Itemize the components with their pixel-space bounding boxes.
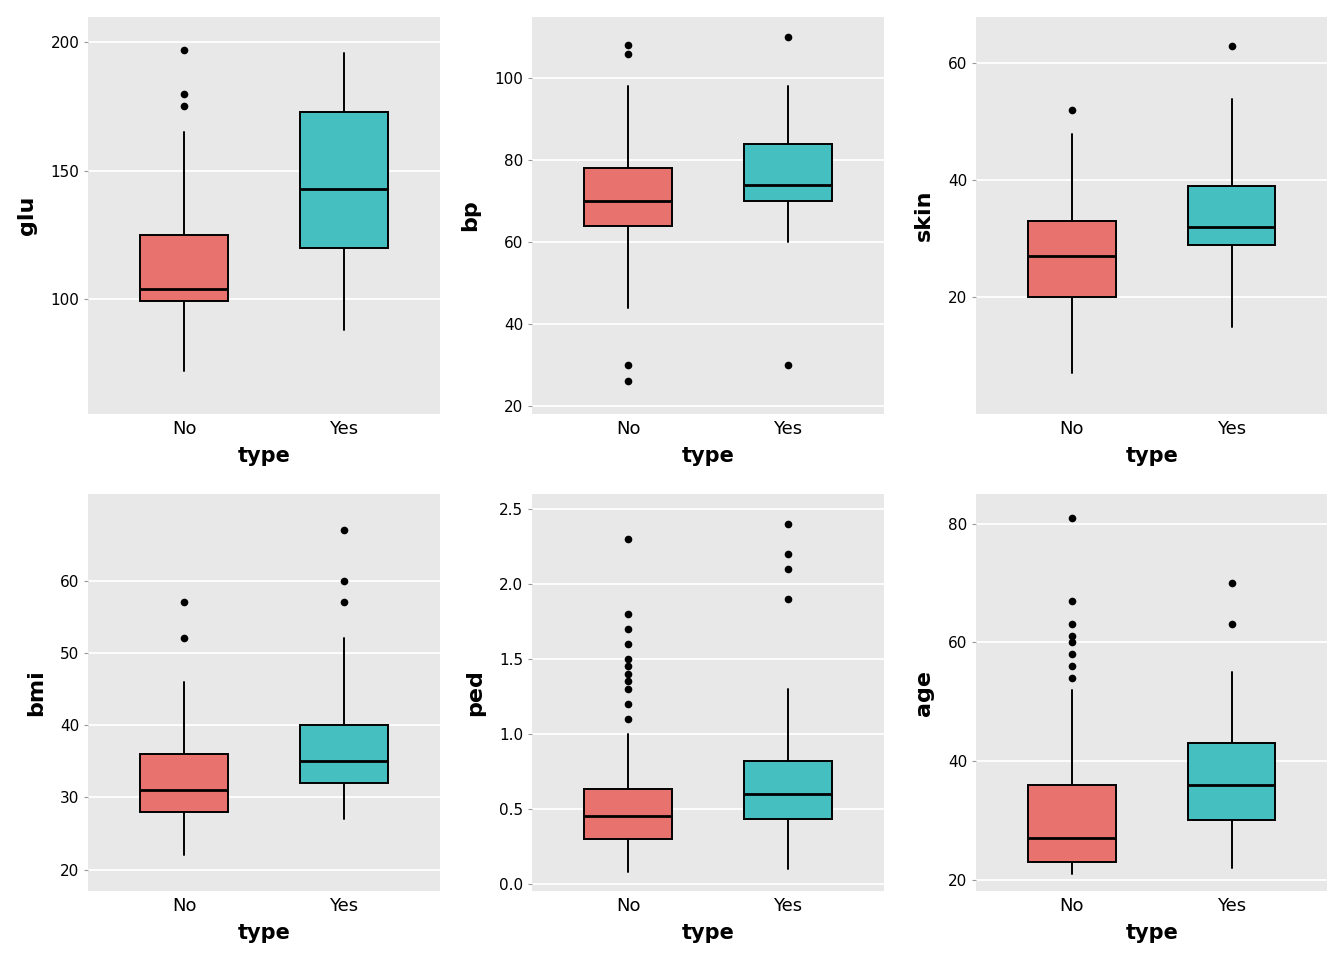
X-axis label: type: type: [1125, 446, 1179, 467]
X-axis label: type: type: [238, 924, 290, 944]
Bar: [743, 144, 832, 201]
Bar: [140, 755, 228, 812]
Y-axis label: ped: ped: [465, 669, 485, 716]
Bar: [140, 234, 228, 301]
Bar: [743, 761, 832, 820]
X-axis label: type: type: [681, 924, 734, 944]
Bar: [300, 111, 388, 248]
Bar: [1028, 784, 1116, 862]
Y-axis label: bmi: bmi: [26, 669, 46, 716]
Bar: [300, 725, 388, 783]
Y-axis label: glu: glu: [16, 196, 36, 235]
Bar: [1188, 186, 1275, 245]
X-axis label: type: type: [681, 446, 734, 467]
Bar: [1028, 222, 1116, 298]
Y-axis label: skin: skin: [914, 190, 934, 241]
X-axis label: type: type: [1125, 924, 1179, 944]
Bar: [1188, 743, 1275, 820]
Y-axis label: bp: bp: [461, 200, 481, 231]
X-axis label: type: type: [238, 446, 290, 467]
Bar: [585, 168, 672, 226]
Bar: [585, 789, 672, 839]
Y-axis label: age: age: [914, 670, 934, 715]
